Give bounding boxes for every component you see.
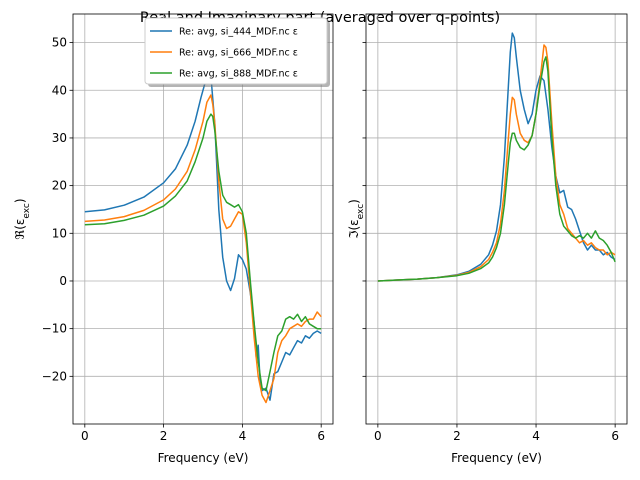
- x-tick-label: 6: [611, 429, 619, 443]
- x-axis-label: Frequency (eV): [158, 451, 249, 465]
- y-tick-label: −10: [42, 322, 67, 336]
- legend: Re: avg, si_444_MDF.nc ε Re: avg, si_666_…: [144, 17, 330, 87]
- legend-entry-1: Re: avg, si_444_MDF.nc ε: [179, 27, 298, 38]
- y-tick-label: 10: [52, 226, 67, 240]
- series-line-3: [84, 113, 322, 392]
- series-line-3: [377, 56, 616, 282]
- series-line-1: [377, 32, 616, 282]
- x-tick-label: 6: [317, 429, 325, 443]
- y-tick-label: 20: [52, 179, 67, 193]
- series-line-1: [84, 72, 322, 401]
- y-tick-label: −20: [42, 369, 67, 383]
- y-axis-label: ℜ(εexc): [13, 198, 32, 239]
- y-tick-label: 50: [52, 36, 67, 50]
- plot-frame: [72, 13, 334, 425]
- x-tick-label: 4: [239, 429, 247, 443]
- x-tick-label: 2: [160, 429, 168, 443]
- legend-box: [144, 17, 328, 85]
- axes-real: 0 2 4 6 −20 −10 0 10 20 30 40 50 Frequency (eV) ℜ(εex…: [13, 13, 334, 465]
- y-tick-label: 30: [52, 131, 67, 145]
- x-tick-label: 0: [81, 429, 89, 443]
- plot-frame: [365, 13, 628, 425]
- x-tick-label: 4: [532, 429, 540, 443]
- x-tick-label: 0: [374, 429, 382, 443]
- y-tick-label: 0: [59, 274, 67, 288]
- x-axis-label: Frequency (eV): [451, 451, 542, 465]
- legend-entry-2: Re: avg, si_666_MDF.nc ε: [179, 48, 298, 59]
- y-axis-label: ℑ(εexc): [347, 199, 366, 239]
- x-tick-label: 2: [453, 429, 461, 443]
- axes-imaginary: 0 2 4 6 Frequency (eV) ℑ(εexc): [347, 13, 628, 465]
- legend-entry-3: Re: avg, si_888_MDF.nc ε: [179, 69, 298, 80]
- y-tick-label: 40: [52, 83, 67, 97]
- series-line-2: [84, 94, 322, 404]
